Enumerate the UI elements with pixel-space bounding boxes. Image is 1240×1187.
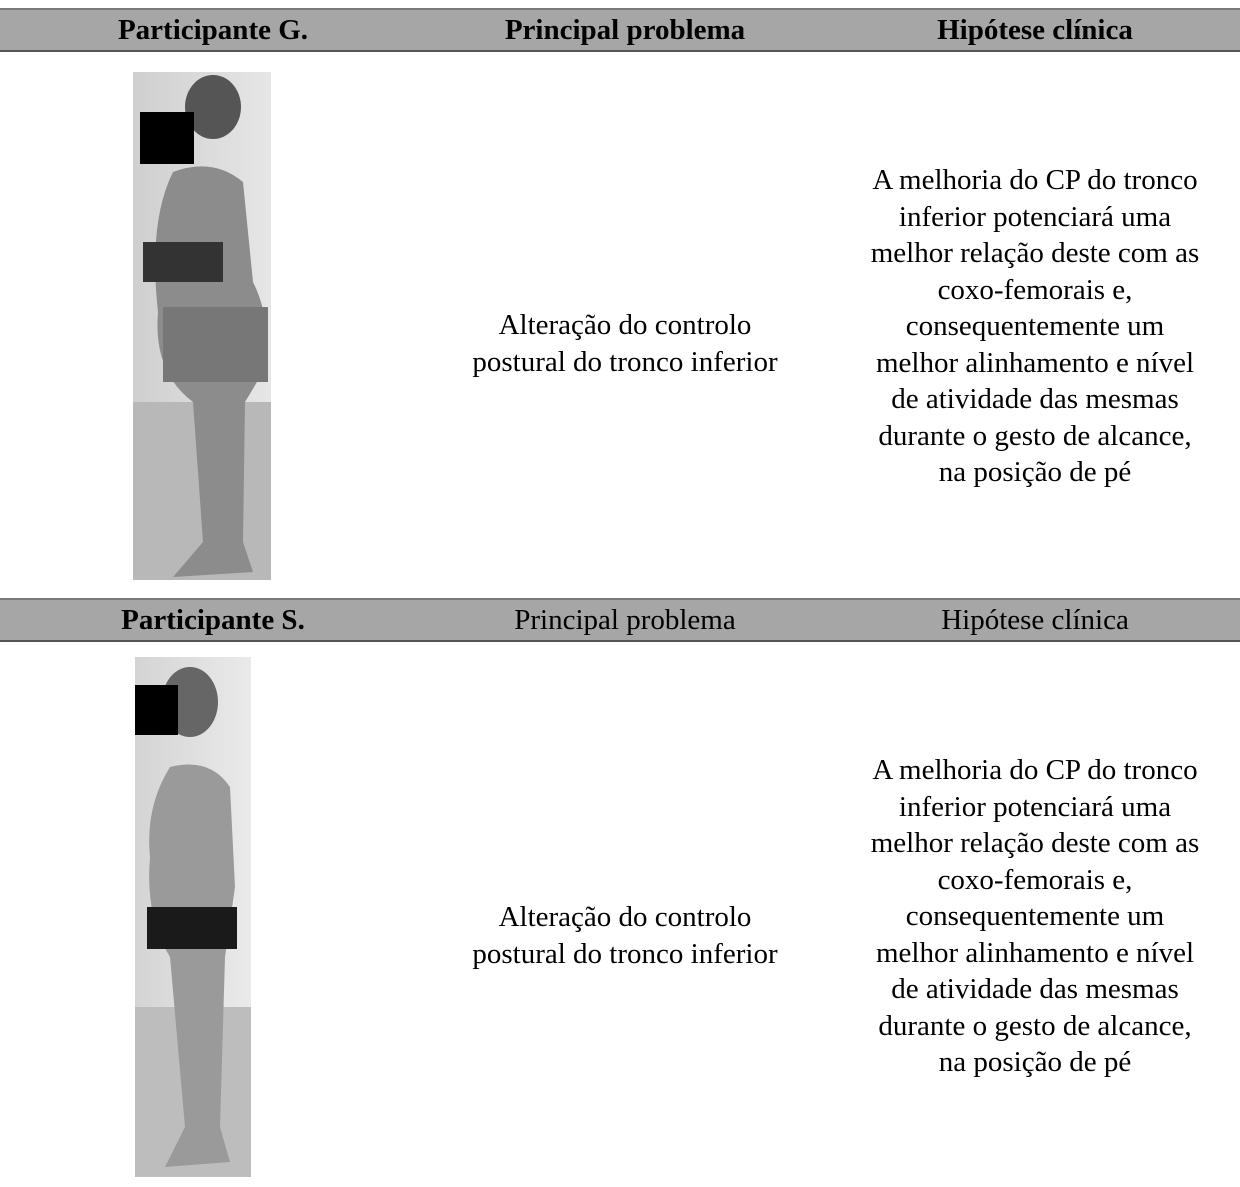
problem-cell: Alteração do controlo postural do tronco … [420,307,830,380]
header-row: Participante S. Principal problema Hipótes… [0,598,1240,642]
text-line: consequentemente um [905,310,1165,342]
hypothesis-cell: A melhoria do CP do tronco inferior poten… [830,752,1240,1081]
text-line: melhor alinhamento e nível [875,346,1195,379]
header-cell: Hipótese clínica [937,14,1133,46]
text-line: durante o gesto de alcance, [878,1009,1192,1042]
text-line: Alteração do controlo [498,901,752,933]
text-line: melhor alinhamento e nível [875,936,1195,969]
header-row: Participante G. Principal problema Hipótes… [0,8,1240,52]
photo [133,72,271,580]
text-line: A melhoria do CP do tronco [872,164,1198,196]
problem-cell: Alteração do controlo postural do tronco … [420,899,830,972]
text-line: inferior potenciará uma [898,790,1172,823]
header-cell: Principal problema [504,14,746,46]
text-line: melhor relação deste com as [870,827,1200,859]
header-cell: Participante S. [121,604,305,636]
header-cell: Principal problema [514,604,736,636]
text-line: na posição de pé [938,1046,1132,1078]
text-line: Alteração do controlo [498,309,752,341]
text-line: coxo-femorais e, [937,273,1133,306]
text-line: inferior potenciará uma [898,200,1172,233]
text-line: de atividade das mesmas [891,383,1179,415]
hypothesis-cell: A melhoria do CP do tronco inferior poten… [830,162,1240,491]
text-line: melhor relação deste com as [870,237,1200,269]
header-cell: Hipótese clínica [941,604,1129,636]
text-line: A melhoria do CP do tronco [872,754,1198,786]
header-cell: Participante G. [117,14,309,46]
text-line: postural do tronco inferior [472,937,778,970]
text-line: consequentemente um [905,900,1165,932]
text-line: postural do tronco inferior [472,345,778,378]
text-line: durante o gesto de alcance, [878,419,1192,452]
photo [135,657,251,1177]
text-line: na posição de pé [938,456,1132,488]
text-line: coxo-femorais e, [937,863,1133,896]
text-line: de atividade das mesmas [891,973,1179,1005]
